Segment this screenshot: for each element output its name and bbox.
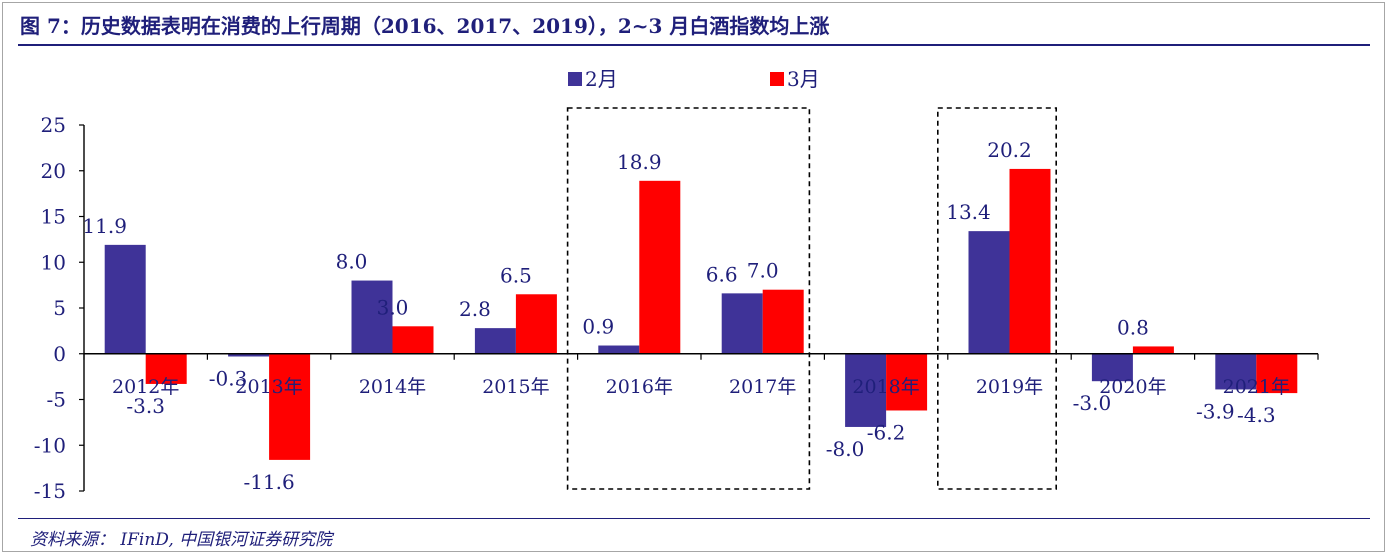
x-tick-label: 2015年 bbox=[482, 376, 549, 398]
bar-mar-5 bbox=[762, 289, 804, 354]
highlight-box-1 bbox=[566, 107, 811, 490]
bar-feb-8 bbox=[1091, 353, 1133, 382]
bar-mar-6 bbox=[886, 353, 928, 411]
value-labels: 11.9 -0.3 8.0 2.8 0.9 6.6 -8.0 13.4 -3.0 -3.9 -3.3… bbox=[82, 138, 1275, 494]
y-tick-label: -15 bbox=[34, 479, 66, 503]
bar-feb-1 bbox=[228, 353, 270, 357]
value-label-mar-8: 0.8 bbox=[1117, 315, 1149, 339]
y-tick-label: 5 bbox=[53, 296, 66, 320]
x-tick-label: 2017年 bbox=[729, 376, 796, 398]
source-note: 资料来源： IFinD, 中国银河证券研究院 bbox=[30, 530, 333, 550]
value-label-mar-9: -4.3 bbox=[1237, 403, 1276, 427]
bar-feb-7 bbox=[968, 231, 1010, 354]
highlight-box-2 bbox=[936, 107, 1057, 490]
bar-mar-2 bbox=[392, 326, 434, 354]
bar-feb-6 bbox=[845, 353, 887, 427]
x-tick-label: 2014年 bbox=[359, 376, 426, 398]
bar-mar-9 bbox=[1256, 353, 1298, 394]
y-tick-label: 15 bbox=[41, 205, 66, 229]
bar-feb-2 bbox=[351, 280, 393, 354]
bar-mar-0 bbox=[145, 353, 187, 384]
source-divider bbox=[18, 518, 1370, 519]
value-label-feb-6: -8.0 bbox=[826, 437, 865, 461]
bar-feb-3 bbox=[474, 328, 516, 354]
y-tick-label: -5 bbox=[47, 388, 66, 412]
legend-label-mar: 3月 bbox=[787, 67, 820, 91]
x-tick-label: 2020年 bbox=[1099, 376, 1166, 398]
value-label-mar-5: 7.0 bbox=[747, 259, 779, 283]
value-label-mar-4: 18.9 bbox=[617, 150, 662, 174]
y-tick-label: 10 bbox=[41, 250, 66, 274]
figure-title: 图 7：历史数据表明在消费的上行周期（2016、2017、2019），2~3 月… bbox=[20, 14, 830, 38]
bars bbox=[104, 168, 1298, 460]
title-divider bbox=[18, 44, 1370, 46]
bar-mar-1 bbox=[269, 353, 311, 460]
highlight-boxes bbox=[566, 107, 1057, 490]
legend-swatch-feb bbox=[568, 72, 582, 86]
x-tick-label: 2016年 bbox=[606, 376, 673, 398]
y-tick-label: 20 bbox=[41, 159, 66, 183]
y-tick-label: -10 bbox=[34, 433, 66, 457]
bar-mar-3 bbox=[515, 294, 557, 354]
y-tick-label: 0 bbox=[53, 342, 66, 366]
value-label-feb-0: 11.9 bbox=[82, 214, 127, 238]
legend: 2月 3月 bbox=[568, 67, 820, 91]
value-label-feb-2: 8.0 bbox=[336, 250, 368, 274]
value-label-mar-1: -11.6 bbox=[243, 470, 294, 494]
bar-mar-7 bbox=[1009, 168, 1051, 354]
value-label-mar-0: -3.3 bbox=[126, 394, 165, 418]
value-label-mar-6: -6.2 bbox=[867, 420, 906, 444]
legend-swatch-mar bbox=[770, 72, 784, 86]
x-tick-label: 2018年 bbox=[852, 376, 919, 398]
bar-feb-9 bbox=[1215, 353, 1257, 390]
axes: -15 -10 -5 0 5 10 15 20 25 2012年 2013年 2014年 2015年 20… bbox=[34, 113, 1319, 503]
bar-mar-8 bbox=[1132, 346, 1174, 354]
bar-mar-4 bbox=[639, 180, 681, 354]
bar-feb-5 bbox=[721, 293, 763, 354]
bar-feb-4 bbox=[598, 345, 640, 354]
value-label-mar-2: 3.0 bbox=[377, 295, 409, 319]
value-label-feb-1: -0.3 bbox=[209, 366, 248, 390]
bar-feb-0 bbox=[104, 244, 146, 354]
value-label-mar-7: 20.2 bbox=[987, 138, 1032, 162]
x-tick-label: 2012年 bbox=[112, 376, 179, 398]
value-label-mar-3: 6.5 bbox=[500, 263, 532, 287]
value-label-feb-8: -3.0 bbox=[1073, 391, 1112, 415]
value-label-feb-5: 6.6 bbox=[706, 262, 738, 286]
value-label-feb-4: 0.9 bbox=[582, 315, 614, 339]
value-label-feb-9: -3.9 bbox=[1196, 399, 1235, 423]
value-label-feb-7: 13.4 bbox=[946, 200, 991, 224]
y-tick-label: 25 bbox=[41, 113, 66, 137]
x-tick-label: 2021年 bbox=[1223, 376, 1290, 398]
value-label-feb-3: 2.8 bbox=[459, 297, 491, 321]
x-tick-label: 2013年 bbox=[235, 376, 302, 398]
legend-label-feb: 2月 bbox=[585, 67, 618, 91]
x-tick-label: 2019年 bbox=[976, 376, 1043, 398]
